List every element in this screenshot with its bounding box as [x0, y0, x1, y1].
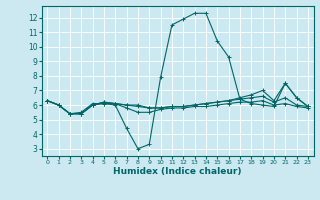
X-axis label: Humidex (Indice chaleur): Humidex (Indice chaleur): [113, 167, 242, 176]
